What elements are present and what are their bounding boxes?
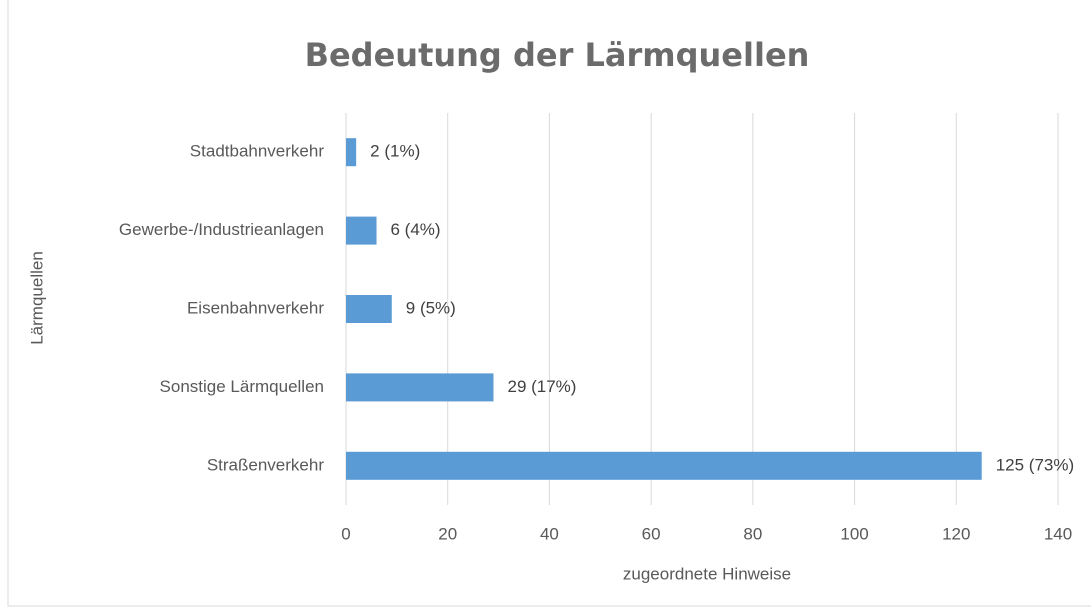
- y-tick-label: Stadtbahnverkehr: [190, 142, 325, 161]
- x-tick-label: 20: [438, 524, 457, 543]
- data-label: 29 (17%): [507, 377, 576, 396]
- x-tick-label: 80: [743, 524, 762, 543]
- data-label: 6 (4%): [391, 220, 441, 239]
- y-tick-label: Gewerbe-/Industrieanlagen: [119, 220, 324, 239]
- bar: [346, 138, 357, 167]
- bar: [346, 295, 392, 323]
- data-label: 2 (1%): [370, 142, 420, 161]
- bar: [346, 451, 982, 480]
- x-tick-label: 100: [840, 524, 868, 543]
- x-tick-label: 60: [642, 524, 661, 543]
- bar: [346, 373, 494, 402]
- x-tick-label: 140: [1044, 524, 1072, 543]
- chart-border: [7, 0, 1091, 607]
- y-tick-label: Straßenverkehr: [207, 455, 324, 474]
- y-axis-label: Lärmquellen: [27, 251, 46, 345]
- y-tick-label: Eisenbahnverkehr: [187, 298, 324, 317]
- data-label: 125 (73%): [996, 455, 1074, 474]
- data-label: 9 (5%): [406, 298, 456, 317]
- x-axis-label: zugeordnete Hinweise: [623, 564, 791, 583]
- y-tick-label: Sonstige Lärmquellen: [160, 377, 324, 396]
- x-tick-label: 0: [341, 524, 350, 543]
- x-tick-label: 40: [540, 524, 559, 543]
- x-tick-label: 120: [942, 524, 970, 543]
- chart-title: Bedeutung der Lärmquellen: [305, 36, 810, 74]
- bar: [346, 216, 377, 245]
